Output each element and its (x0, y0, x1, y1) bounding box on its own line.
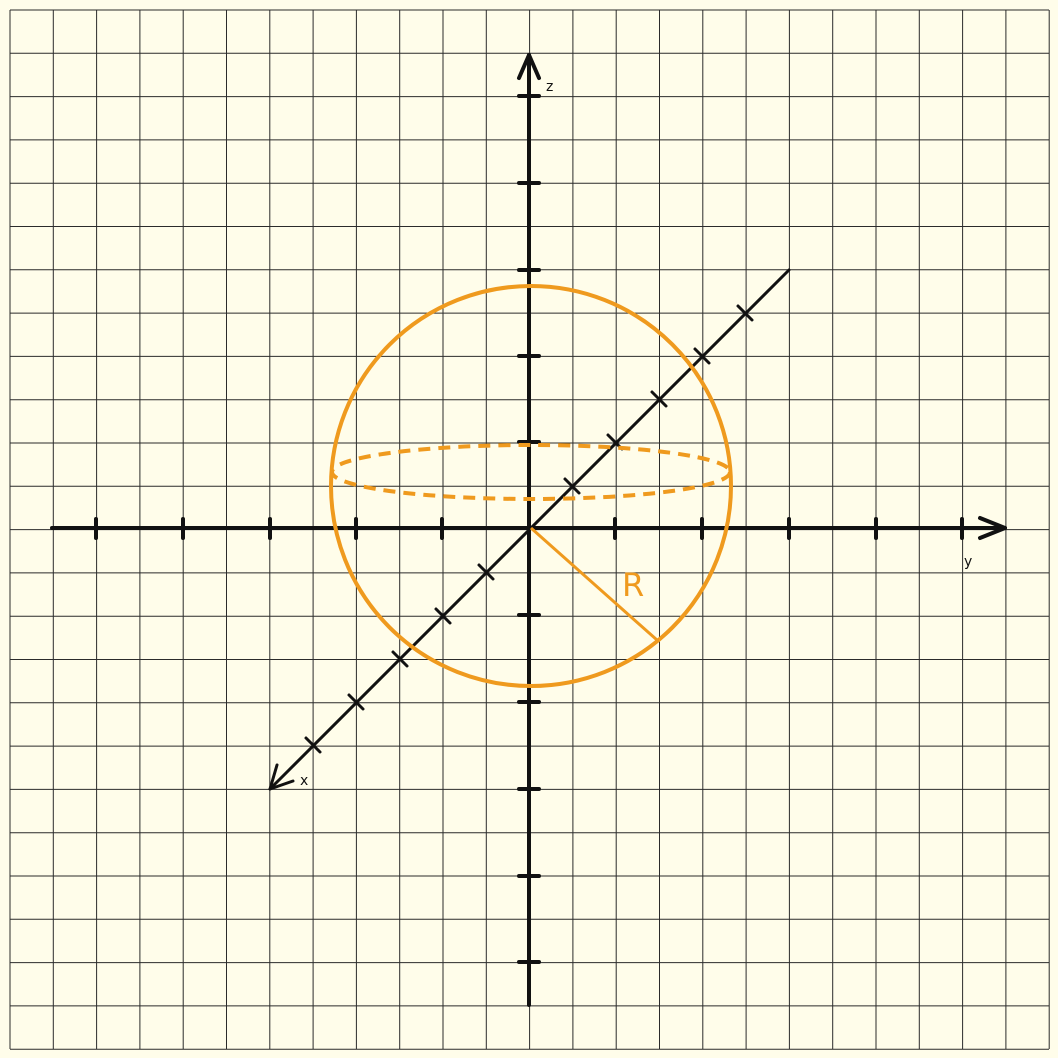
x-axis-tick (391, 650, 409, 668)
sphere-outline (329, 284, 733, 688)
x-axis-tick (693, 347, 711, 365)
x-axis-tick (304, 736, 322, 754)
y-axis-label: y (964, 554, 972, 570)
radius-label: R (622, 566, 644, 604)
axis-ticks (94, 94, 964, 964)
x-axis-tick (347, 693, 365, 711)
sphere: R (329, 284, 733, 688)
z-axis-label: z (546, 79, 553, 95)
x-axis-arrowhead (268, 763, 295, 791)
z-axis-arrowhead (517, 53, 541, 80)
x-axis-tick (736, 304, 754, 322)
x-axis-tick (434, 607, 452, 625)
x-axis-tick (650, 390, 668, 408)
sphere-equator-dashed (330, 443, 732, 501)
y-axis-arrowhead (978, 516, 1007, 540)
radius-line (530, 526, 658, 642)
x-axis-label: x (300, 773, 308, 789)
coordinate-axes: y z x (50, 53, 1007, 1007)
x-axis-tick (563, 477, 581, 495)
x-axis-tick (477, 563, 495, 581)
